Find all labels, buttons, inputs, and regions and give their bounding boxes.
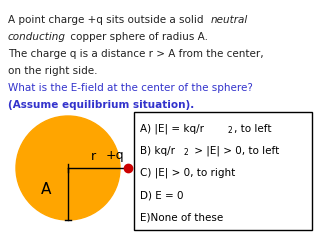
- Text: (Assume equilibrium situation).: (Assume equilibrium situation).: [8, 100, 194, 110]
- Text: neutral: neutral: [211, 15, 248, 25]
- Text: > |E| > 0, to left: > |E| > 0, to left: [191, 146, 279, 156]
- Text: D) E = 0: D) E = 0: [140, 190, 183, 200]
- Text: +q: +q: [105, 149, 124, 162]
- Text: conducting: conducting: [8, 32, 66, 42]
- Text: r: r: [91, 150, 96, 163]
- Text: C) |E| > 0, to right: C) |E| > 0, to right: [140, 168, 235, 179]
- Circle shape: [16, 116, 120, 220]
- Text: A) |E| = kq/r: A) |E| = kq/r: [140, 124, 204, 134]
- Text: E)None of these: E)None of these: [140, 212, 223, 222]
- Text: , to left: , to left: [234, 124, 271, 134]
- Bar: [134, 112, 312, 230]
- Text: The charge q is a distance r > A from the center,: The charge q is a distance r > A from th…: [8, 49, 264, 59]
- Text: 2: 2: [227, 126, 232, 135]
- Text: copper sphere of radius A.: copper sphere of radius A.: [67, 32, 208, 42]
- Text: A point charge +q sits outside a solid: A point charge +q sits outside a solid: [8, 15, 207, 25]
- Text: 2: 2: [184, 148, 189, 157]
- Text: What is the E-field at the center of the sphere?: What is the E-field at the center of the…: [8, 83, 253, 93]
- Text: A: A: [41, 182, 51, 198]
- Text: B) kq/r: B) kq/r: [140, 146, 175, 156]
- Text: on the right side.: on the right side.: [8, 66, 98, 76]
